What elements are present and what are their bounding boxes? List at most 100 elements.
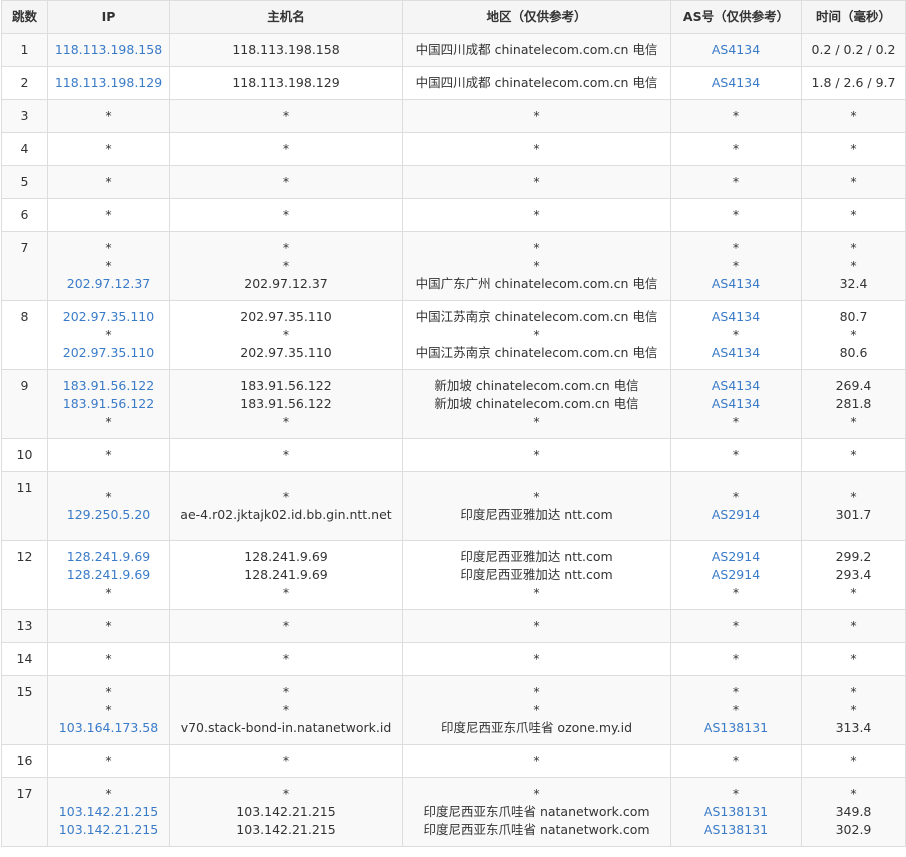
as-value: *	[732, 786, 740, 801]
region-value: 中国四川成都 chinatelecom.com.cn 电信	[415, 42, 658, 57]
as-value: *	[732, 702, 740, 717]
host-value: *	[282, 618, 290, 633]
ip-link[interactable]: 103.164.173.58	[58, 720, 159, 735]
as-link[interactable]: AS138131	[703, 720, 769, 735]
hostname-cell: 128.241.9.69 128.241.9.69 *	[169, 540, 403, 610]
time-value: *	[850, 753, 857, 768]
time-value: *	[850, 108, 857, 123]
hostname-cell: 118.113.198.129	[169, 66, 403, 100]
ip-link[interactable]: 118.113.198.158	[54, 42, 163, 57]
ip-value: *	[105, 258, 112, 273]
ip-cell: 128.241.9.69 128.241.9.69 *	[47, 540, 170, 610]
as-link[interactable]: AS2914	[711, 549, 761, 564]
table-row: 6 * * * * *	[1, 198, 906, 232]
time-cell: *	[801, 99, 906, 133]
host-value: 103.142.21.215	[236, 822, 336, 837]
hostname-cell: *	[169, 438, 403, 472]
ip-value: *	[105, 414, 112, 429]
time-value: *	[850, 207, 857, 222]
as-cell: * AS138131 AS138131	[670, 777, 802, 847]
hostname-cell: *	[169, 609, 403, 643]
time-cell: * 349.8 302.9	[801, 777, 906, 847]
hostname-cell: *	[169, 642, 403, 676]
ip-cell: *	[47, 132, 170, 166]
time-value: *	[850, 174, 857, 189]
host-value: 128.241.9.69	[244, 567, 328, 582]
ip-link[interactable]: 103.142.21.215	[58, 822, 159, 837]
host-value: *	[282, 414, 290, 429]
time-value: *	[850, 786, 857, 801]
ip-link[interactable]: 128.241.9.69	[66, 567, 151, 582]
host-value: 202.97.35.110	[240, 309, 332, 324]
ip-link[interactable]: 202.97.12.37	[66, 276, 151, 291]
hostname-cell: *	[169, 99, 403, 133]
region-value: 印度尼西亚雅加达 ntt.com	[460, 567, 613, 582]
region-cell: *	[402, 132, 671, 166]
region-value: 中国江苏南京 chinatelecom.com.cn 电信	[415, 345, 658, 360]
table-row: 1 118.113.198.158 118.113.198.158 中国四川成都 ch…	[1, 33, 906, 67]
host-value: *	[282, 327, 290, 342]
as-cell: *	[670, 132, 802, 166]
as-cell: AS4134 AS4134 *	[670, 369, 802, 439]
ip-cell: *	[47, 198, 170, 232]
time-value: 349.8	[835, 804, 872, 819]
as-link[interactable]: AS4134	[711, 378, 761, 393]
as-link[interactable]: AS2914	[711, 567, 761, 582]
ip-value: *	[105, 651, 112, 666]
host-value: *	[282, 585, 290, 600]
time-value: 0.2 / 0.2 / 0.2	[811, 42, 896, 57]
as-value: *	[732, 240, 740, 255]
as-link[interactable]: AS138131	[703, 804, 769, 819]
as-link[interactable]: AS4134	[711, 75, 761, 90]
hostname-cell: * * v70.stack-bond-in.natanetwork.id	[169, 675, 403, 745]
region-cell: *	[402, 99, 671, 133]
ip-cell: * * 103.164.173.58	[47, 675, 170, 745]
as-cell: *	[670, 198, 802, 232]
ip-link[interactable]: 129.250.5.20	[66, 507, 151, 522]
region-value: *	[533, 585, 540, 600]
as-cell: *	[670, 438, 802, 472]
ip-value: *	[105, 489, 112, 504]
as-cell: * AS2914	[670, 471, 802, 541]
ip-link[interactable]: 103.142.21.215	[58, 804, 159, 819]
hop-cell: 16	[1, 744, 48, 778]
column-header-hostname: 主机名	[169, 0, 403, 34]
hop-cell: 6	[1, 198, 48, 232]
ip-link[interactable]: 183.91.56.122	[62, 378, 155, 393]
hostname-cell: 183.91.56.122 183.91.56.122 *	[169, 369, 403, 439]
host-value: 118.113.198.158	[232, 42, 340, 57]
time-value: 281.8	[835, 396, 872, 411]
ip-link[interactable]: 202.97.35.110	[62, 309, 155, 324]
region-cell: * 印度尼西亚雅加达 ntt.com	[402, 471, 671, 541]
ip-link[interactable]: 183.91.56.122	[62, 396, 155, 411]
ip-link[interactable]: 128.241.9.69	[66, 549, 151, 564]
as-value: *	[732, 585, 740, 600]
time-cell: *	[801, 744, 906, 778]
host-value: *	[282, 684, 290, 699]
time-value: *	[850, 414, 857, 429]
region-cell: * 印度尼西亚东爪哇省 natanetwork.com 印度尼西亚东爪哇省 nata…	[402, 777, 671, 847]
as-link[interactable]: AS2914	[711, 507, 761, 522]
as-link[interactable]: AS4134	[711, 42, 761, 57]
time-value: 299.2	[835, 549, 872, 564]
as-link[interactable]: AS4134	[711, 345, 761, 360]
as-link[interactable]: AS138131	[703, 822, 769, 837]
region-value: 印度尼西亚东爪哇省 natanetwork.com	[423, 822, 650, 837]
hop-cell: 12	[1, 540, 48, 610]
table-row: 9 183.91.56.122 183.91.56.122 * 183.91.56.12…	[1, 369, 906, 439]
host-value: *	[282, 489, 290, 504]
hop-cell: 17	[1, 777, 48, 847]
ip-link[interactable]: 202.97.35.110	[62, 345, 155, 360]
time-cell: 0.2 / 0.2 / 0.2	[801, 33, 906, 67]
time-value: 80.6	[839, 345, 868, 360]
as-value: *	[732, 447, 740, 462]
time-value: *	[850, 141, 857, 156]
as-link[interactable]: AS4134	[711, 309, 761, 324]
ip-link[interactable]: 118.113.198.129	[54, 75, 163, 90]
table-row: 13 * * * * *	[1, 609, 906, 643]
as-link[interactable]: AS4134	[711, 396, 761, 411]
as-link[interactable]: AS4134	[711, 276, 761, 291]
region-value: *	[533, 207, 540, 222]
as-value: *	[732, 651, 740, 666]
time-value: 301.7	[835, 507, 872, 522]
